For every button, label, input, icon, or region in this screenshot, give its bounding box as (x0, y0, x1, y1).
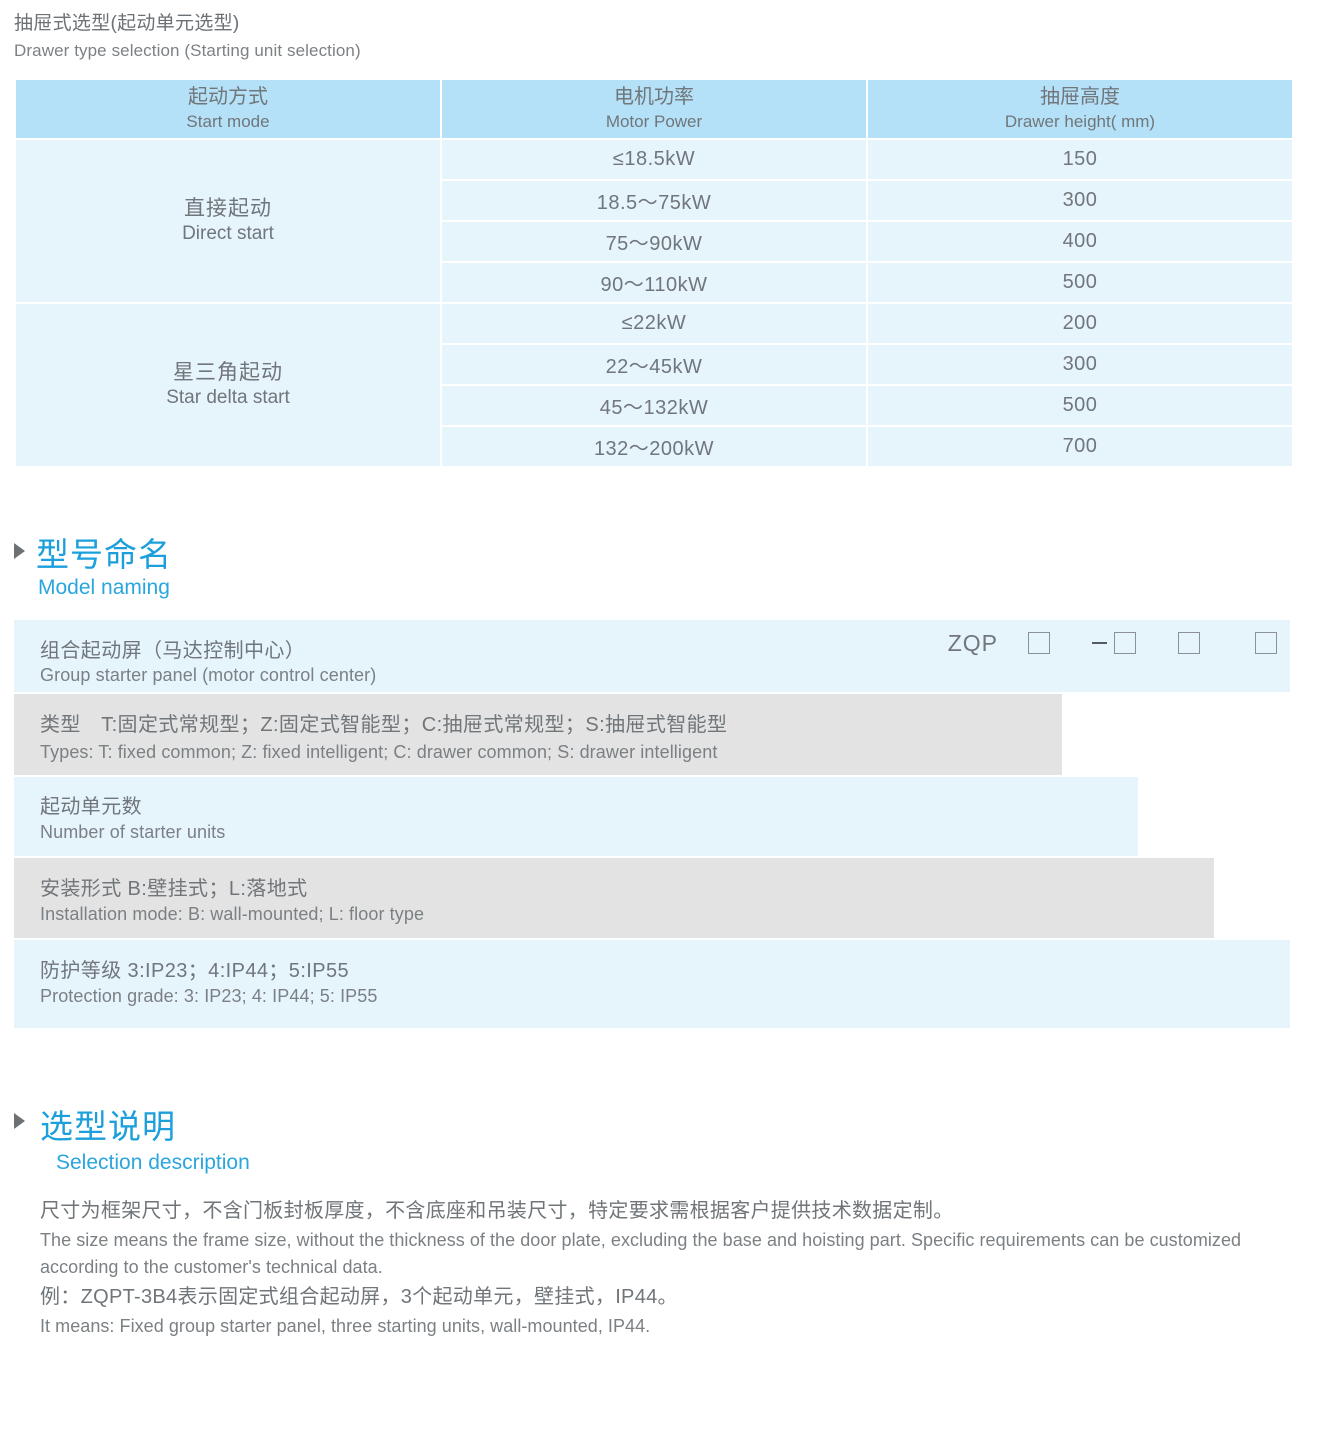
col-header-motor-power: 电机功率 Motor Power (442, 80, 866, 138)
naming-row-unit-count: 起动单元数 Number of starter units (14, 777, 1138, 856)
description-paragraph-1-en: The size means the frame size, without t… (40, 1230, 1242, 1278)
table-row: 星三角起动 Star delta start ≤22kW 200 (16, 304, 1292, 466)
naming-row-protection-cn: 防护等级 3:IP23；4:IP44；5:IP55 (40, 960, 350, 982)
motor-power-value: 90～110kW (442, 263, 866, 302)
col-header-drawer-height-en: Drawer height( mm) (1004, 111, 1156, 131)
code-placeholder-box-icon[interactable] (1255, 632, 1277, 654)
naming-row-protection: 防护等级 3:IP23；4:IP44；5:IP55 Protection gra… (14, 940, 1290, 1028)
selection-description-heading-cn: 选型说明 (40, 1108, 176, 1145)
description-paragraph-2-cn: 例：ZQPT-3B4表示固定式组合起动屏，3个起动单元，壁挂式，IP44。 (40, 1285, 678, 1308)
motor-power-value: 75～90kW (442, 222, 866, 261)
code-placeholder-box-icon[interactable] (1178, 632, 1200, 654)
drawer-height-value: 500 (868, 386, 1292, 425)
naming-row-product-cn: 组合起动屏（马达控制中心） (40, 640, 306, 662)
naming-row-protection-en: Protection grade: 3: IP23; 4: IP44; 5: I… (40, 986, 378, 1006)
table-row: 直接起动 Direct start ≤18.5kW 150 (16, 140, 1292, 302)
model-code-box-3[interactable] (1152, 620, 1226, 666)
naming-row-product-en: Group starter panel (motor control cente… (40, 665, 377, 685)
drawer-height-value: 700 (868, 427, 1292, 466)
naming-row-unit-count-cn: 起动单元数 (40, 796, 142, 818)
table-row: 18.5～75kW 300 (16, 181, 1292, 220)
drawer-height-value: 300 (868, 181, 1292, 220)
drawer-height-value: 150 (868, 140, 1292, 179)
col-header-motor-power-en: Motor Power (605, 111, 703, 131)
model-code-zqp-label: ZQP (914, 620, 998, 666)
code-placeholder-box-icon[interactable] (1114, 632, 1136, 654)
drawer-height-value: 300 (868, 345, 1292, 384)
description-paragraph-2-en: It means: Fixed group starter panel, thr… (40, 1315, 651, 1336)
drawer-selection-table: 起动方式 Start mode 电机功率 Motor Power 抽屉高度 Dr… (14, 78, 1294, 468)
naming-row-installation: 安装形式 B:壁挂式；L:落地式 Installation mode: B: w… (14, 858, 1214, 938)
naming-row-types-cn: 类型 T:固定式常规型；Z:固定式智能型；C:抽屉式常规型；S:抽屉式智能型 (40, 714, 728, 736)
start-mode-direct: 直接起动 Direct start (16, 140, 440, 302)
page-title-cn: 抽屉式选型(起动单元选型) (14, 13, 240, 34)
naming-row-unit-count-en: Number of starter units (40, 822, 226, 842)
code-placeholder-box-icon[interactable] (1028, 632, 1050, 654)
motor-power-value: 132〜200kW (442, 427, 866, 466)
drawer-height-value: 400 (868, 222, 1292, 261)
col-header-start-mode: 起动方式 Start mode (16, 80, 440, 138)
motor-power-value: 18.5～75kW (442, 181, 866, 220)
start-mode-star-delta-en: Star delta start (166, 387, 290, 409)
model-code-box-4[interactable] (1228, 620, 1304, 666)
hyphen-separator-icon (1092, 641, 1107, 645)
table-row: 75～90kW 400 (16, 222, 1292, 261)
col-header-start-mode-cn: 起动方式 (188, 86, 268, 109)
start-mode-star-delta: 星三角起动 Star delta start (16, 304, 440, 466)
drawer-height-value: 200 (868, 304, 1292, 343)
triangle-bullet-icon (14, 1113, 25, 1129)
col-header-motor-power-cn: 电机功率 (614, 86, 694, 109)
motor-power-value: ≤22kW (442, 304, 866, 343)
model-naming-heading-cn: 型号命名 (36, 536, 172, 573)
table-row: 132〜200kW 700 (16, 427, 1292, 466)
naming-row-types-en: Types: T: fixed common; Z: fixed intelli… (40, 742, 718, 762)
naming-row-installation-cn: 安装形式 B:壁挂式；L:落地式 (40, 878, 308, 900)
col-header-start-mode-en: Start mode (186, 111, 270, 131)
selection-description-heading-en: Selection description (56, 1151, 250, 1174)
description-paragraph-1-cn: 尺寸为框架尺寸，不含门板封板厚度，不含底座和吊装尺寸，特定要求需根据客户提供技术… (40, 1200, 954, 1222)
drawer-height-value: 500 (868, 263, 1292, 302)
model-code-prefix: ZQP (947, 629, 998, 656)
start-mode-direct-cn: 直接起动 (184, 197, 272, 220)
model-naming-heading-en: Model naming (38, 576, 170, 599)
start-mode-star-delta-cn: 星三角起动 (173, 361, 283, 384)
triangle-bullet-icon (14, 543, 25, 559)
table-row: 22～45kW 300 (16, 345, 1292, 384)
page-title-en: Drawer type selection (Starting unit sel… (14, 41, 361, 60)
col-header-drawer-height-cn: 抽屉高度 (1040, 86, 1120, 109)
table-header-row: 起动方式 Start mode 电机功率 Motor Power 抽屉高度 Dr… (16, 80, 1292, 138)
motor-power-value: 22～45kW (442, 345, 866, 384)
table-row: 90～110kW 500 (16, 263, 1292, 302)
selection-description-body: 尺寸为框架尺寸，不含门板封板厚度，不含底座和吊装尺寸，特定要求需根据客户提供技术… (40, 1196, 1298, 1340)
motor-power-value: ≤18.5kW (442, 140, 866, 179)
start-mode-direct-en: Direct start (182, 223, 274, 245)
col-header-drawer-height: 抽屉高度 Drawer height( mm) (868, 80, 1292, 138)
model-code-box-1[interactable] (1002, 620, 1076, 666)
naming-row-types: 类型 T:固定式常规型；Z:固定式智能型；C:抽屉式常规型；S:抽屉式智能型 T… (14, 694, 1062, 775)
naming-row-product: 组合起动屏（马达控制中心） Group starter panel (motor… (14, 620, 1290, 692)
model-code-box-2[interactable] (1077, 620, 1151, 666)
naming-row-installation-en: Installation mode: B: wall-mounted; L: f… (40, 904, 425, 924)
motor-power-value: 45～132kW (442, 386, 866, 425)
table-row: 45～132kW 500 (16, 386, 1292, 425)
